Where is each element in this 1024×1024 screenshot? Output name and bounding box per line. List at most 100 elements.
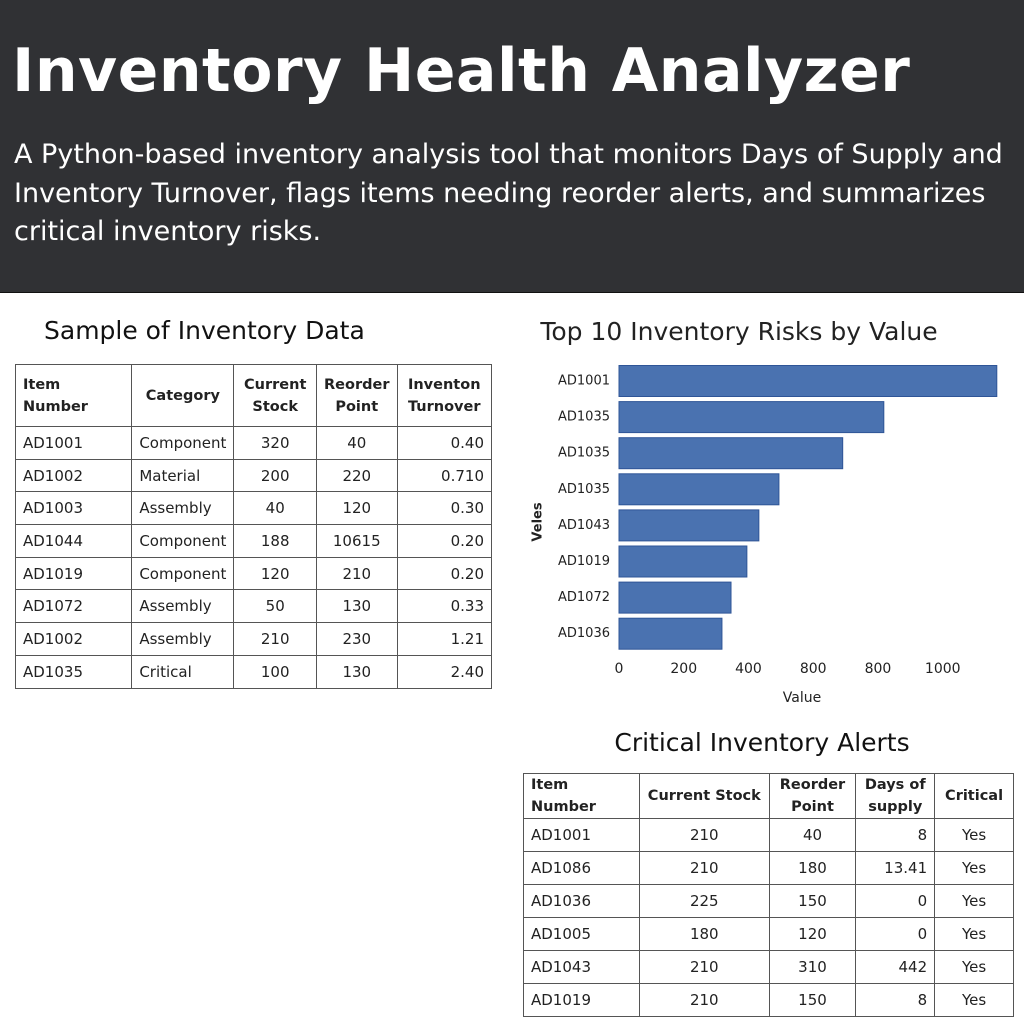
table-row: AD1001 Component 320 40 0.40 bbox=[14, 426, 492, 460]
x-tick-label: 800 bbox=[800, 661, 827, 677]
table-cell: 188 bbox=[233, 524, 318, 558]
table-cell: AD1086 bbox=[522, 851, 641, 885]
table-cell: 0 bbox=[855, 884, 936, 918]
table-cell: Component bbox=[131, 426, 235, 460]
table-cell: 1.21 bbox=[396, 622, 492, 656]
table-title: Sample of Inventory Data bbox=[44, 316, 365, 345]
table-cell: AD1019 bbox=[522, 983, 641, 1017]
table-cell: 40 bbox=[233, 491, 318, 526]
table-cell: 0.710 bbox=[396, 458, 492, 493]
column-header: Item Number bbox=[14, 364, 133, 427]
y-tick-label: AD1035 bbox=[558, 446, 610, 461]
table-cell: AD1072 bbox=[14, 589, 133, 624]
table-cell: 0.20 bbox=[396, 524, 492, 558]
table-cell: 40 bbox=[768, 818, 857, 852]
y-tick-label: AD1019 bbox=[558, 554, 610, 569]
x-axis-label: Value bbox=[783, 690, 821, 706]
x-tick-label: 200 bbox=[670, 661, 697, 677]
y-tick-label: AD1043 bbox=[558, 518, 610, 533]
alerts-table: Item Number Current Stock Reorder Point Day… bbox=[522, 773, 1014, 1017]
table-cell: 150 bbox=[768, 884, 857, 918]
column-header: Current Stock bbox=[639, 773, 770, 819]
column-header: Inventon Turnover bbox=[396, 364, 492, 427]
column-header: Item Number bbox=[522, 773, 641, 819]
table-cell: Yes bbox=[934, 884, 1014, 918]
table-cell: 8 bbox=[855, 818, 936, 852]
table-cell: 130 bbox=[316, 654, 398, 689]
chart-title: Top 10 Inventory Risks by Value bbox=[539, 317, 937, 346]
table-title: Critical Inventory Alerts bbox=[614, 728, 910, 757]
y-axis-label: Veles bbox=[531, 502, 546, 541]
table-row: AD1086 210 180 13.41 Yes bbox=[522, 851, 1014, 885]
table-row: AD1072 Assembly 50 130 0.33 bbox=[14, 589, 492, 624]
table-cell: 225 bbox=[639, 884, 770, 918]
table-cell: 220 bbox=[316, 458, 398, 493]
x-tick-label: 0 bbox=[615, 661, 624, 677]
table-row: AD1001 210 40 8 Yes bbox=[522, 818, 1014, 852]
table-cell: 120 bbox=[768, 917, 857, 951]
chart: Top 10 Inventory Risks by Value Value Ve… bbox=[531, 317, 998, 706]
bar bbox=[618, 617, 723, 650]
table-cell: AD1001 bbox=[522, 818, 641, 852]
table-cell: AD1002 bbox=[14, 622, 133, 656]
table-cell: 210 bbox=[639, 818, 770, 852]
column-header: Category bbox=[131, 364, 235, 427]
table-cell: 320 bbox=[233, 426, 318, 460]
table-cell: 210 bbox=[639, 851, 770, 885]
table-cell: 310 bbox=[768, 950, 857, 984]
table-cell: Yes bbox=[934, 818, 1014, 852]
page-title: Inventory Health Analyzer bbox=[12, 36, 911, 106]
page-subtitle: A Python-based inventory analysis tool t… bbox=[14, 139, 1003, 247]
y-tick-label: AD1035 bbox=[558, 482, 610, 497]
column-header: Reorder Point bbox=[768, 773, 857, 819]
bar bbox=[618, 545, 748, 578]
table-cell: 180 bbox=[768, 851, 857, 885]
table-cell: Assembly bbox=[131, 622, 235, 656]
table-row: AD1044 Component 188 10615 0.20 bbox=[14, 524, 492, 558]
table-cell: Component bbox=[131, 524, 235, 558]
bar bbox=[618, 437, 844, 470]
header: Inventory Health Analyzer A Python-based… bbox=[0, 0, 1024, 293]
table-cell: 130 bbox=[316, 589, 398, 624]
table-row: AD1043 210 310 442 Yes bbox=[522, 950, 1014, 984]
table-cell: AD1003 bbox=[14, 491, 133, 526]
y-tick-label: AD1035 bbox=[558, 410, 610, 425]
table-cell: Assembly bbox=[131, 491, 235, 526]
table-cell: Yes bbox=[934, 917, 1014, 951]
bar bbox=[618, 401, 885, 434]
table-row: AD1003 Assembly 40 120 0.30 bbox=[14, 491, 492, 526]
table-cell: 13.41 bbox=[855, 851, 936, 885]
table-cell: AD1002 bbox=[14, 458, 133, 493]
table-cell: 40 bbox=[316, 426, 398, 460]
table-cell: AD1019 bbox=[14, 556, 133, 591]
table-cell: 0.30 bbox=[396, 491, 492, 526]
table-cell: AD1044 bbox=[14, 524, 133, 558]
table-cell: 0.40 bbox=[396, 426, 492, 460]
table-row: AD1002 Material 200 220 0.710 bbox=[14, 458, 492, 493]
x-tick-label: 400 bbox=[735, 661, 762, 677]
table-cell: 210 bbox=[316, 556, 398, 591]
table-cell: 180 bbox=[639, 917, 770, 951]
table-cell: 0 bbox=[855, 917, 936, 951]
table-cell: 0.33 bbox=[396, 589, 492, 624]
column-header: Current Stock bbox=[233, 364, 318, 427]
inventory-table: Item Number Category Current Stock Reorder … bbox=[14, 364, 492, 689]
table-cell: 200 bbox=[233, 458, 318, 493]
table-row: AD1035 Critical 100 130 2.40 bbox=[14, 654, 492, 689]
table-cell: Yes bbox=[934, 851, 1014, 885]
table-row: AD1002 Assembly 210 230 1.21 bbox=[14, 622, 492, 656]
header-row: Item Number Current Stock Reorder Point Day… bbox=[522, 773, 1014, 819]
table-row: AD1005 180 120 0 Yes bbox=[522, 917, 1014, 951]
table-cell: 210 bbox=[639, 983, 770, 1017]
bar bbox=[618, 473, 780, 506]
table-cell: Assembly bbox=[131, 589, 235, 624]
y-tick-label: AD1072 bbox=[558, 590, 610, 605]
table-cell: AD1036 bbox=[522, 884, 641, 918]
table-cell: 150 bbox=[768, 983, 857, 1017]
header-row: Item Number Category Current Stock Reorder … bbox=[14, 364, 492, 427]
x-tick-label: 800 bbox=[865, 661, 892, 677]
y-tick-label: AD1036 bbox=[558, 626, 610, 641]
table-cell: 10615 bbox=[316, 524, 398, 558]
bar bbox=[618, 581, 732, 614]
